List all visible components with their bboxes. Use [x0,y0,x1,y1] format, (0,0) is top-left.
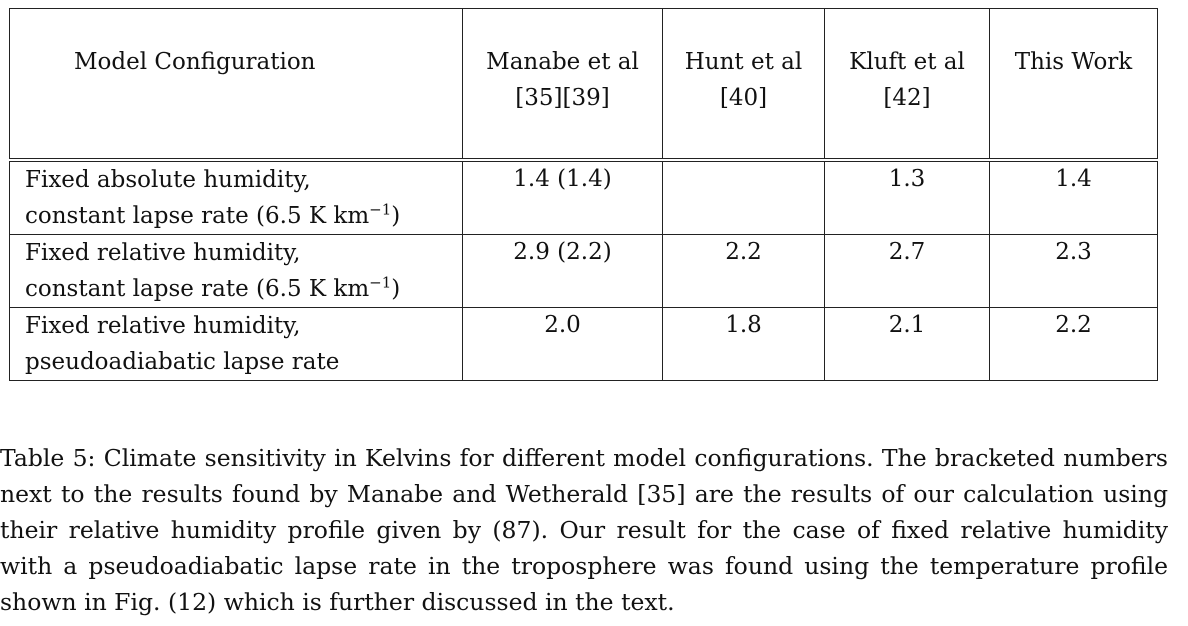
config-line2: constant lapse rate (6.5 K km−1) [25,271,462,307]
header-ref-line1: Hunt et al [684,49,803,75]
unit-exponent: −1 [369,200,392,219]
config-line2-end: ) [391,203,401,229]
config-line1: Fixed relative humidity, [25,240,301,266]
config-line2-text: constant lapse rate (6.5 K km [25,203,370,229]
value-cell: 2.3 [989,234,1158,308]
header-kluft: Kluft et al [42] [824,8,990,159]
value-cell [662,161,825,235]
row-config-cell: Fixed relative humidity, pseudoadiabatic… [9,307,463,381]
value-cell: 2.2 [989,307,1158,381]
value-cell: 2.2 [662,234,825,308]
row-config-cell: Fixed absolute humidity, constant lapse … [9,161,463,235]
value-cell: 2.7 [824,234,990,308]
header-ref-line2: [35][39] [515,85,610,111]
config-line1: Fixed absolute humidity, [25,167,311,193]
table-header-row: Model Configuration Manabe et al [35][39… [9,8,1158,159]
table-row: Fixed absolute humidity, constant lapse … [9,161,1158,235]
unit-exponent: −1 [369,273,392,292]
config-line2: pseudoadiabatic lapse rate [25,344,462,380]
config-line1: Fixed relative humidity, [25,313,301,339]
value-cell: 1.8 [662,307,825,381]
value-cell: 1.4 (1.4) [462,161,663,235]
row-config-cell: Fixed relative humidity, constant lapse … [9,234,463,308]
header-ref-line1: Kluft et al [849,49,965,75]
header-config-label: Model Configuration [74,49,316,75]
results-table: Model Configuration Manabe et al [35][39… [9,8,1158,381]
header-this-work: This Work [989,8,1158,159]
header-ref-line2: [40] [719,85,768,111]
value-cell: 2.9 (2.2) [462,234,663,308]
header-ref-line1: This Work [1014,49,1133,75]
value-cell: 1.4 [989,161,1158,235]
value-cell: 2.0 [462,307,663,381]
config-line2: constant lapse rate (6.5 K km−1) [25,198,462,234]
value-cell: 2.1 [824,307,990,381]
config-line2-text: constant lapse rate (6.5 K km [25,276,370,302]
table-caption: Table 5: Climate sensitivity in Kelvins … [0,444,1168,616]
header-model-configuration: Model Configuration [9,8,463,159]
config-line2-end: ) [391,276,401,302]
header-manabe: Manabe et al [35][39] [462,8,663,159]
table-row: Fixed relative humidity, constant lapse … [9,234,1158,308]
config-line2-text: pseudoadiabatic lapse rate [25,349,340,375]
header-hunt: Hunt et al [40] [662,8,825,159]
header-ref-line2: [42] [883,85,931,111]
header-ref-line1: Manabe et al [486,49,639,75]
value-cell: 1.3 [824,161,990,235]
table-row: Fixed relative humidity, pseudoadiabatic… [9,307,1158,381]
